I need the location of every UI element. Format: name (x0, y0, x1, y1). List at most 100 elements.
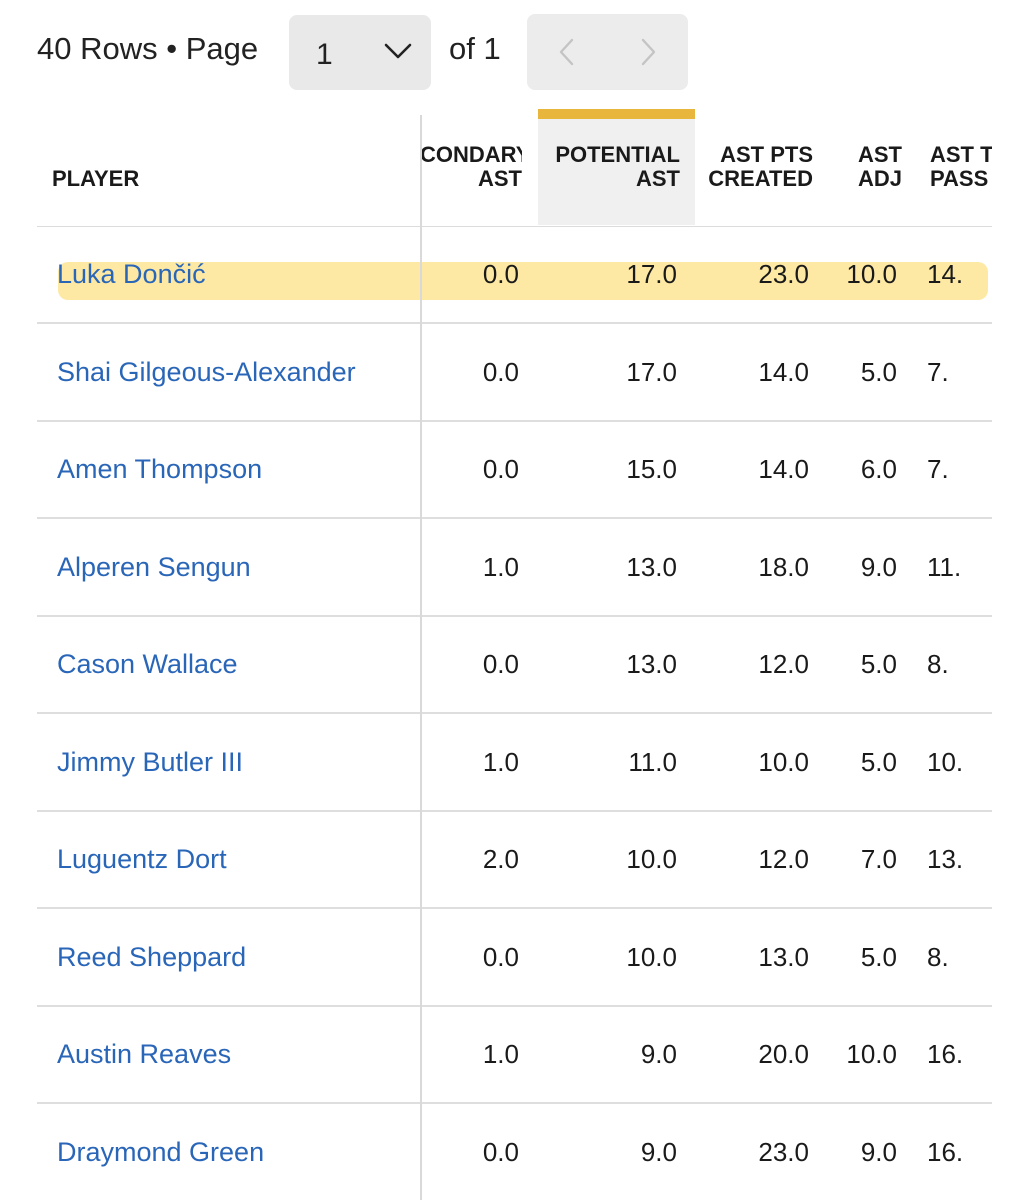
row-divider (37, 712, 992, 714)
cell-potential-ast: 17.0 (626, 356, 677, 387)
chevron-left-icon (559, 38, 574, 66)
cell-ast-adj: 5.0 (860, 941, 897, 972)
cell-ast-to-pass: 11. (927, 551, 962, 582)
table-row: Shai Gilgeous-Alexander 0.0 17.0 14.0 5.0 7. (37, 325, 992, 422)
table-row: Austin Reaves 1.0 9.0 20.0 10.0 16. (37, 1007, 992, 1104)
cell-secondary-ast: 0.0 (482, 454, 519, 484)
header-ast-adj-line2: ADJ (857, 166, 902, 191)
header-ast-to-pass-line2: PASS (930, 166, 989, 191)
header-potential-ast-line2: AST (636, 166, 680, 191)
page-nav-group (527, 14, 688, 90)
cell-ast-to-pass: 14. (927, 259, 964, 289)
table-row: Reed Sheppard 0.0 10.0 13.0 5.0 8. (37, 910, 992, 1007)
header-ast-pts-created-line2: CREATED (708, 166, 813, 191)
prev-page-button[interactable] (527, 14, 607, 90)
cell-potential-ast: 9.0 (640, 1136, 677, 1167)
table-row: Luka Dončić 0.0 17.0 23.0 10.0 14. (37, 227, 992, 324)
cell-ast-to-pass: 13. (927, 844, 964, 874)
player-link[interactable]: Jimmy Butler III (57, 746, 244, 777)
cell-secondary-ast: 0.0 (482, 1136, 519, 1167)
cell-ast-adj: 9.0 (860, 1136, 897, 1167)
header-secondary-ast-line1: CONDARY (420, 143, 522, 167)
player-link[interactable]: Austin Reaves (57, 1039, 232, 1069)
header-ast-adj[interactable]: AST ADJ (830, 143, 902, 191)
rows-page-label: 40 Rows • Page (37, 31, 259, 66)
cell-secondary-ast: 1.0 (482, 746, 519, 777)
cell-potential-ast: 9.0 (640, 1039, 677, 1069)
table-row: Jimmy Butler III 1.0 11.0 10.0 5.0 10. (37, 715, 992, 812)
table-row: Cason Wallace 0.0 13.0 12.0 5.0 8. (37, 617, 992, 714)
cell-secondary-ast: 2.0 (482, 844, 519, 874)
cell-potential-ast: 13.0 (626, 649, 677, 679)
cell-ast-pts-created: 14.0 (758, 356, 809, 387)
chevron-right-icon (641, 38, 656, 66)
row-divider (37, 517, 992, 519)
cell-secondary-ast: 0.0 (482, 356, 519, 387)
cell-ast-to-pass: 16. (927, 1136, 964, 1167)
cell-ast-to-pass: 10. (927, 746, 964, 777)
player-link[interactable]: Reed Sheppard (57, 941, 247, 972)
cell-ast-adj: 5.0 (860, 746, 897, 777)
player-link[interactable]: Draymond Green (57, 1136, 265, 1167)
cell-ast-pts-created: 12.0 (758, 844, 809, 874)
player-link[interactable]: Luguentz Dort (57, 844, 227, 874)
cell-ast-pts-created: 20.0 (758, 1039, 809, 1069)
header-divider (37, 226, 992, 227)
cell-ast-adj: 7.0 (860, 844, 897, 874)
cell-potential-ast: 15.0 (626, 454, 677, 484)
cell-potential-ast: 13.0 (626, 551, 677, 582)
cell-ast-to-pass: 8. (927, 649, 949, 679)
chevron-down-icon (384, 43, 412, 59)
row-divider (37, 1102, 992, 1104)
header-ast-adj-line1: AST (858, 143, 902, 167)
cell-ast-pts-created: 18.0 (758, 551, 809, 582)
header-ast-to-pass[interactable]: AST T PASS (930, 143, 992, 191)
player-link[interactable]: Cason Wallace (57, 649, 238, 679)
frozen-column-divider (420, 115, 422, 1200)
cell-ast-to-pass: 8. (927, 941, 949, 972)
player-link[interactable]: Shai Gilgeous-Alexander (57, 356, 356, 387)
cell-secondary-ast: 1.0 (482, 1039, 519, 1069)
cell-ast-to-pass: 16. (927, 1039, 964, 1069)
header-player[interactable]: PLAYER (52, 167, 140, 191)
row-divider (37, 419, 992, 422)
table-row: Draymond Green 0.0 9.0 23.0 9.0 16. (37, 1105, 992, 1200)
row-divider (37, 809, 992, 812)
cell-ast-pts-created: 10.0 (758, 746, 809, 777)
header-ast-pts-created-line1: AST PTS (720, 143, 813, 167)
next-page-button[interactable] (608, 14, 688, 90)
header-potential-ast[interactable]: POTENTIAL AST (540, 143, 680, 191)
cell-secondary-ast: 0.0 (482, 259, 519, 289)
header-potential-ast-line1: POTENTIAL (555, 143, 680, 167)
cell-secondary-ast: 1.0 (482, 551, 519, 582)
table-row: Amen Thompson 0.0 15.0 14.0 6.0 7. (37, 422, 992, 519)
sorted-column-header-bg (538, 119, 695, 225)
page-select-dropdown[interactable]: 1 (289, 15, 431, 90)
row-divider (37, 614, 992, 617)
player-link[interactable]: Alperen Sengun (57, 551, 251, 582)
cell-ast-adj: 5.0 (860, 649, 897, 679)
cell-ast-adj: 5.0 (860, 356, 897, 387)
cell-potential-ast: 17.0 (626, 259, 677, 289)
cell-potential-ast: 11.0 (628, 746, 677, 777)
cell-potential-ast: 10.0 (626, 844, 677, 874)
table-row: Alperen Sengun 1.0 13.0 18.0 9.0 11. (37, 520, 992, 617)
cell-ast-adj: 10.0 (846, 259, 897, 289)
cell-ast-adj: 9.0 (860, 551, 897, 582)
cell-ast-pts-created: 13.0 (758, 941, 809, 972)
player-link[interactable]: Luka Dončić (57, 259, 206, 289)
row-divider (37, 322, 992, 324)
cell-ast-pts-created: 23.0 (758, 1136, 809, 1167)
cell-ast-pts-created: 23.0 (758, 259, 809, 289)
cell-ast-adj: 10.0 (846, 1039, 897, 1069)
stats-table: PLAYER CONDARY AST POTENTIAL AST AST PTS… (0, 105, 1030, 1200)
header-secondary-ast[interactable]: CONDARY AST (420, 143, 522, 191)
header-secondary-ast-line2: AST (478, 166, 522, 191)
row-divider (37, 907, 992, 909)
cell-ast-to-pass: 7. (927, 356, 949, 387)
header-ast-pts-created[interactable]: AST PTS CREATED (696, 143, 813, 191)
row-highlight-marker (58, 262, 988, 300)
player-link[interactable]: Amen Thompson (57, 454, 263, 484)
row-divider (37, 1004, 992, 1007)
page-select-value: 1 (316, 38, 333, 71)
